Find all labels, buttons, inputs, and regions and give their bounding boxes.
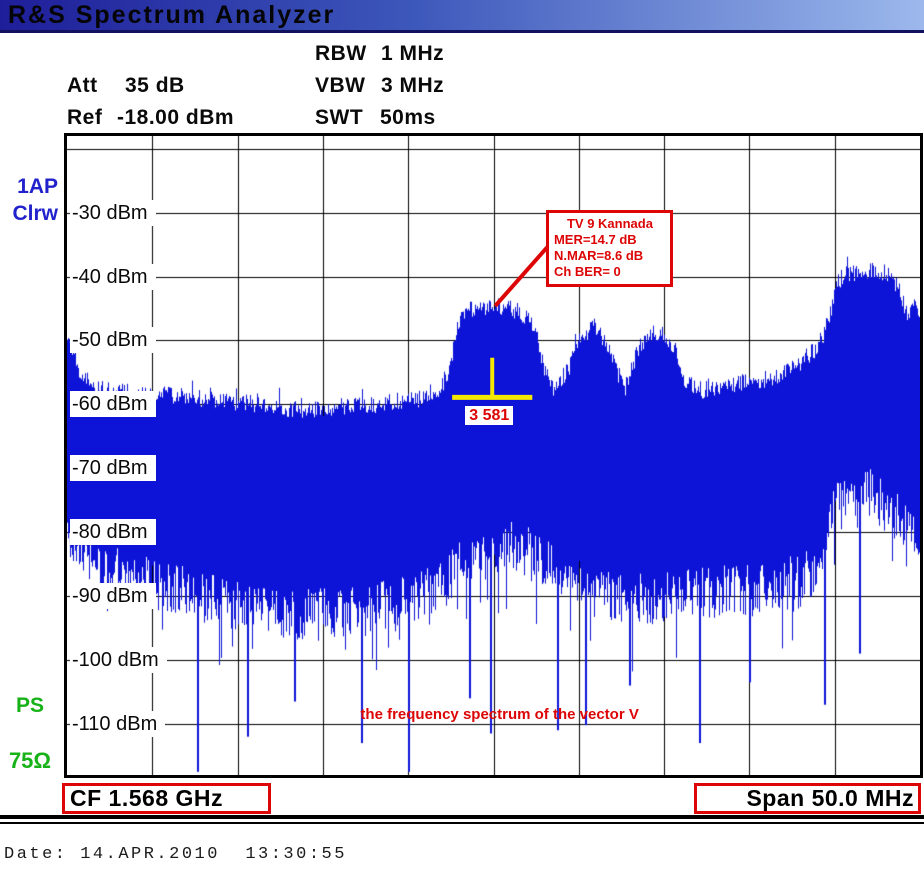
impedance-label: 75Ω [8,748,52,773]
title-bar: R&S Spectrum Analyzer [0,0,924,33]
center-frequency-field[interactable]: CF 1.568 GHz [62,783,271,814]
swt-value: 50ms [380,106,436,129]
vbw-value: 3 MHz [381,74,445,97]
ref-level-value: -18.00 dBm [117,106,235,129]
channel-info-callout: TV 9 Kannada MER=14.7 dB N.MAR=8.6 dB Ch… [545,209,673,287]
app-title: R&S Spectrum Analyzer [8,1,336,29]
callout-mer-value: MER=14.7 dB [553,231,637,247]
y-tick-label: -30 dBm [70,199,156,226]
callout-ber-value: Ch BER= 0 [553,263,621,279]
attenuation-label: Att [67,74,98,97]
ref-level-label: Ref [67,106,103,129]
vbw-label: VBW [315,74,366,97]
trace-number-label: 1AP [17,175,58,198]
y-tick-label: -70 dBm [70,455,156,482]
spectrum-trace-canvas [67,136,920,775]
y-tick-label: -90 dBm [70,583,156,610]
spectrum-plot: -30 dBm -40 dBm -50 dBm -60 dBm -70 dBm -80 d… [64,133,923,778]
y-tick-label: -60 dBm [70,391,156,418]
callout-noise-margin-value: N.MAR=8.6 dB [553,247,644,263]
marker-value-label: 3 581 [465,405,514,425]
trace-mode-label: Clrw [12,202,58,225]
span-field[interactable]: Span 50.0 MHz [694,783,921,814]
date-stamp: Date: 14.APR.2010 13:30:55 [4,845,347,864]
y-tick-label: -100 dBm [70,646,167,673]
separator-line-thin [0,822,924,824]
rbw-label: RBW [315,42,367,65]
y-tick-label: -50 dBm [70,327,156,354]
callout-channel-name: TV 9 Kannada [566,215,653,231]
y-tick-label: -80 dBm [70,519,156,546]
trace-info-label: 1AP Clrw [4,173,58,227]
y-tick-label: -110 dBm [70,710,166,737]
attenuation-value: 35 dB [125,74,185,97]
rbw-value: 1 MHz [381,42,445,65]
separator-line-thick [0,815,924,819]
preselector-label: PS [15,694,44,717]
spectrum-note-text: the frequency spectrum of the vector V [360,705,639,723]
y-tick-label: -40 dBm [70,263,156,290]
swt-label: SWT [315,106,364,129]
